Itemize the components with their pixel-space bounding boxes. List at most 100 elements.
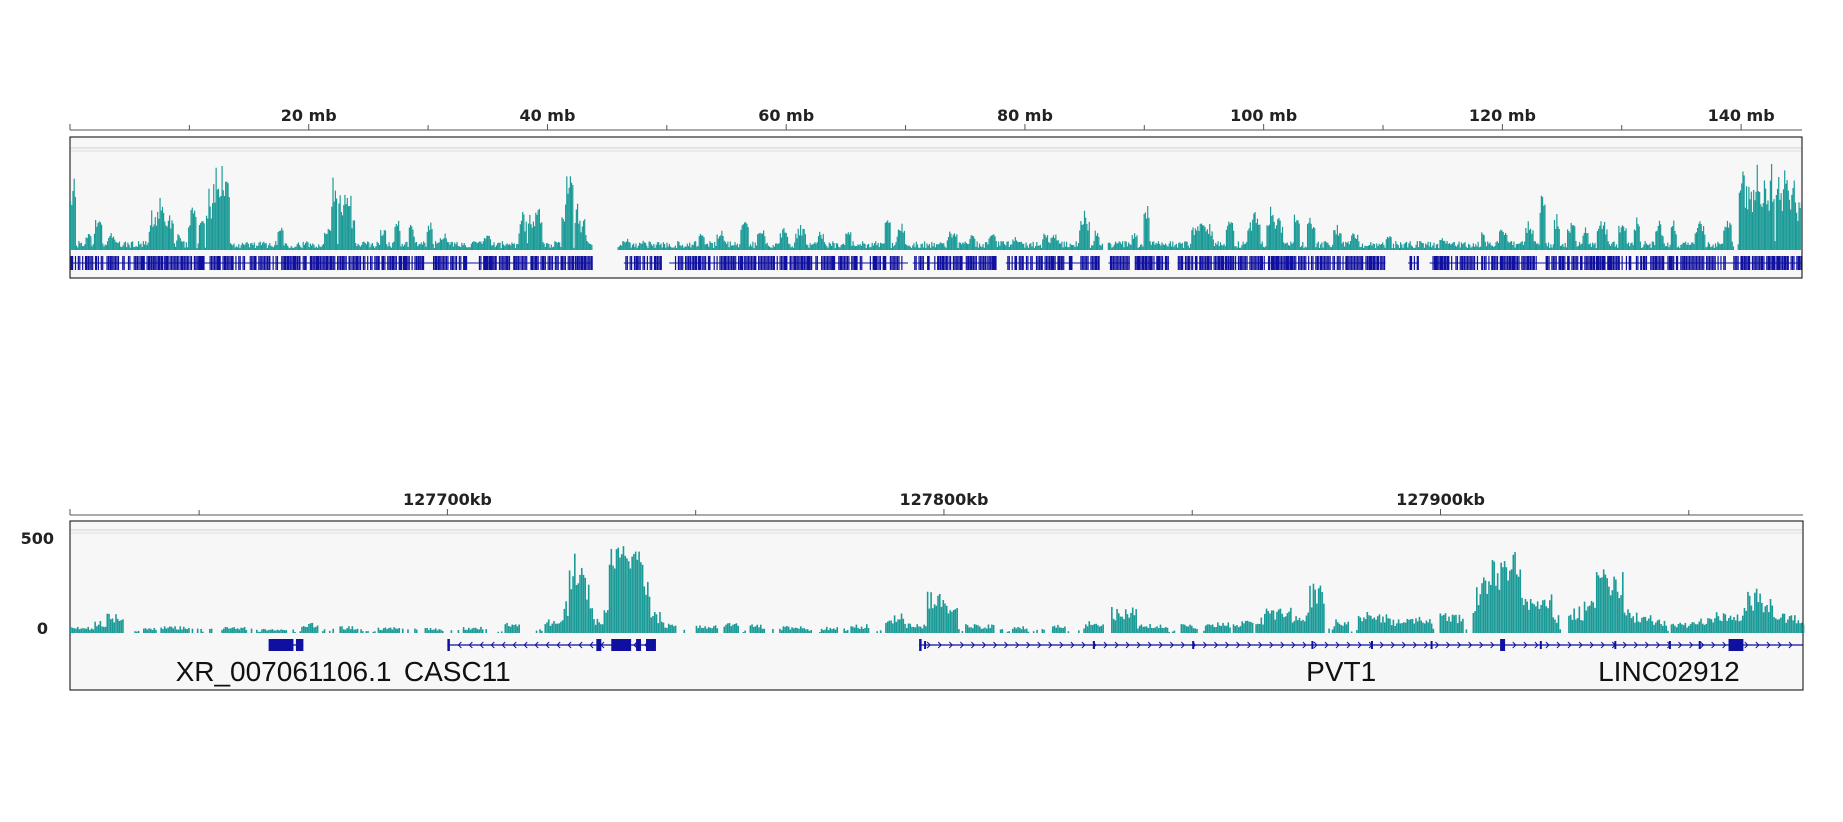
zoom-signal-bar xyxy=(1064,626,1066,633)
overview-signal-bar xyxy=(836,243,839,250)
overview-signal-bar xyxy=(110,233,112,250)
zoom-signal-bar xyxy=(1695,624,1697,633)
overview-signal-bar xyxy=(1231,222,1234,250)
overview-signal-bar xyxy=(1213,246,1216,250)
overview-signal-bar xyxy=(1711,246,1713,250)
zoom-signal-bar xyxy=(153,628,156,633)
zoom-signal-bar xyxy=(1272,610,1275,633)
overview-signal-bar xyxy=(437,242,439,250)
overview-signal-bar xyxy=(950,233,952,250)
zoom-tick-labels: 127700kb 127800kb 127900kb xyxy=(403,490,1485,509)
overview-signal-bar xyxy=(791,246,793,250)
overview-signal-bar xyxy=(1386,236,1389,250)
overview-signal-bar xyxy=(1161,242,1163,250)
overview-signal-bar xyxy=(276,245,278,250)
zoom-signal-bar xyxy=(1343,622,1346,633)
overview-signal-bar xyxy=(1720,243,1723,250)
zoom-signal-bar xyxy=(396,628,399,633)
zoom-signal-bar xyxy=(589,608,592,633)
overview-signal-bar xyxy=(1780,193,1782,250)
overview-signal-bar xyxy=(308,247,310,250)
overview-signal-bar xyxy=(361,244,363,250)
overview-signal-bar xyxy=(495,245,498,250)
overview-signal-bar xyxy=(822,233,824,250)
overview-signal-bar xyxy=(137,241,140,250)
zoom-signal-bar xyxy=(1408,619,1410,633)
zoom-panel[interactable]: XR_007061106.1 CASC11 PVT1 LINC02912 xyxy=(69,520,1805,691)
zoom-signal-bar xyxy=(1415,618,1417,633)
zoom-signal-bar xyxy=(608,564,611,633)
zoom-signal-bar xyxy=(1111,607,1113,633)
overview-signal-bar xyxy=(662,242,665,250)
overview-signal-bar xyxy=(1131,235,1133,250)
overview-signal-bar xyxy=(504,246,506,250)
zoom-signal-bar xyxy=(1427,622,1429,633)
overview-gene-mark xyxy=(994,256,997,270)
zoom-signal-bar xyxy=(1383,622,1386,633)
overview-signal-bar xyxy=(1061,241,1063,250)
overview-signal-bar xyxy=(1460,242,1463,250)
overview-signal-bar xyxy=(248,247,251,250)
overview-signal-bar xyxy=(169,215,171,250)
overview-signal-bar xyxy=(1025,242,1027,250)
overview-signal-bar xyxy=(964,241,966,250)
overview-panel[interactable] xyxy=(69,136,1803,279)
zoom-signal-bar xyxy=(1328,628,1330,633)
strand-arrow xyxy=(1158,641,1163,649)
overview-signal-bar xyxy=(1069,243,1071,250)
overview-signal-bar xyxy=(1227,225,1229,250)
zoom-signal-bar xyxy=(473,627,475,633)
zoom-signal-bar xyxy=(1703,624,1706,633)
overview-signal-bar xyxy=(1428,246,1430,250)
overview-signal-bar xyxy=(771,247,773,250)
overview-signal-bar xyxy=(1316,243,1318,250)
overview-signal-bar xyxy=(390,247,393,250)
overview-signal-bar xyxy=(1401,244,1403,250)
zoom-signal-bar xyxy=(1058,627,1061,633)
strand-arrow xyxy=(1589,641,1594,649)
overview-signal-bar xyxy=(955,236,957,250)
overview-signal-bar xyxy=(260,245,263,250)
overview-signal-bar xyxy=(733,245,735,250)
overview-signal-bar xyxy=(1629,246,1631,250)
zoom-signal-bar xyxy=(1243,623,1245,633)
overview-signal-bar xyxy=(1730,224,1732,250)
zoom-signal-bar xyxy=(956,608,958,633)
zoom-signal-bar xyxy=(1084,624,1087,633)
zoom-signal-bar xyxy=(673,626,675,633)
overview-signal-bar xyxy=(575,209,577,250)
overview-signal-bar xyxy=(958,242,960,250)
zoom-signal-bar xyxy=(782,626,785,633)
overview-signal-bar xyxy=(1159,243,1161,250)
zoom-signal-bar xyxy=(106,613,109,633)
zoom-signal-bar xyxy=(441,631,444,633)
zoom-signal-bar xyxy=(1145,626,1148,633)
overview-signal-bar xyxy=(740,229,742,250)
zoom-signal-bar xyxy=(674,625,677,633)
overview-signal-bar xyxy=(1269,206,1272,250)
zoom-signal-bar xyxy=(1653,624,1655,633)
overview-signal-bar xyxy=(1167,246,1169,250)
overview-signal-bar xyxy=(1419,241,1421,250)
zoom-signal-bar xyxy=(1785,622,1787,633)
zoom-signal-bar xyxy=(313,627,315,633)
overview-signal-bar xyxy=(1687,242,1689,250)
zoom-signal-bar xyxy=(118,621,121,633)
zoom-signal-bar xyxy=(245,629,248,633)
zoom-signal-bar xyxy=(1157,628,1160,633)
zoom-signal-bar xyxy=(1182,624,1184,633)
zoom-signal-bar xyxy=(415,629,418,633)
overview-signal-bar xyxy=(1751,212,1754,250)
overview-signal-bar xyxy=(1545,243,1547,250)
strand-arrow xyxy=(1578,641,1583,649)
zoom-signal-bar xyxy=(202,631,204,633)
overview-signal-bar xyxy=(1568,230,1570,250)
zoom-signal-bar xyxy=(1661,625,1664,633)
overview-signal-bar xyxy=(1321,242,1323,250)
overview-signal-bar xyxy=(783,228,785,250)
overview-signal-bar xyxy=(1533,241,1535,250)
overview-signal-bar xyxy=(858,245,860,250)
zoom-signal-bar xyxy=(895,621,898,633)
overview-signal-bar xyxy=(1550,244,1552,250)
overview-signal-bar xyxy=(807,245,809,250)
